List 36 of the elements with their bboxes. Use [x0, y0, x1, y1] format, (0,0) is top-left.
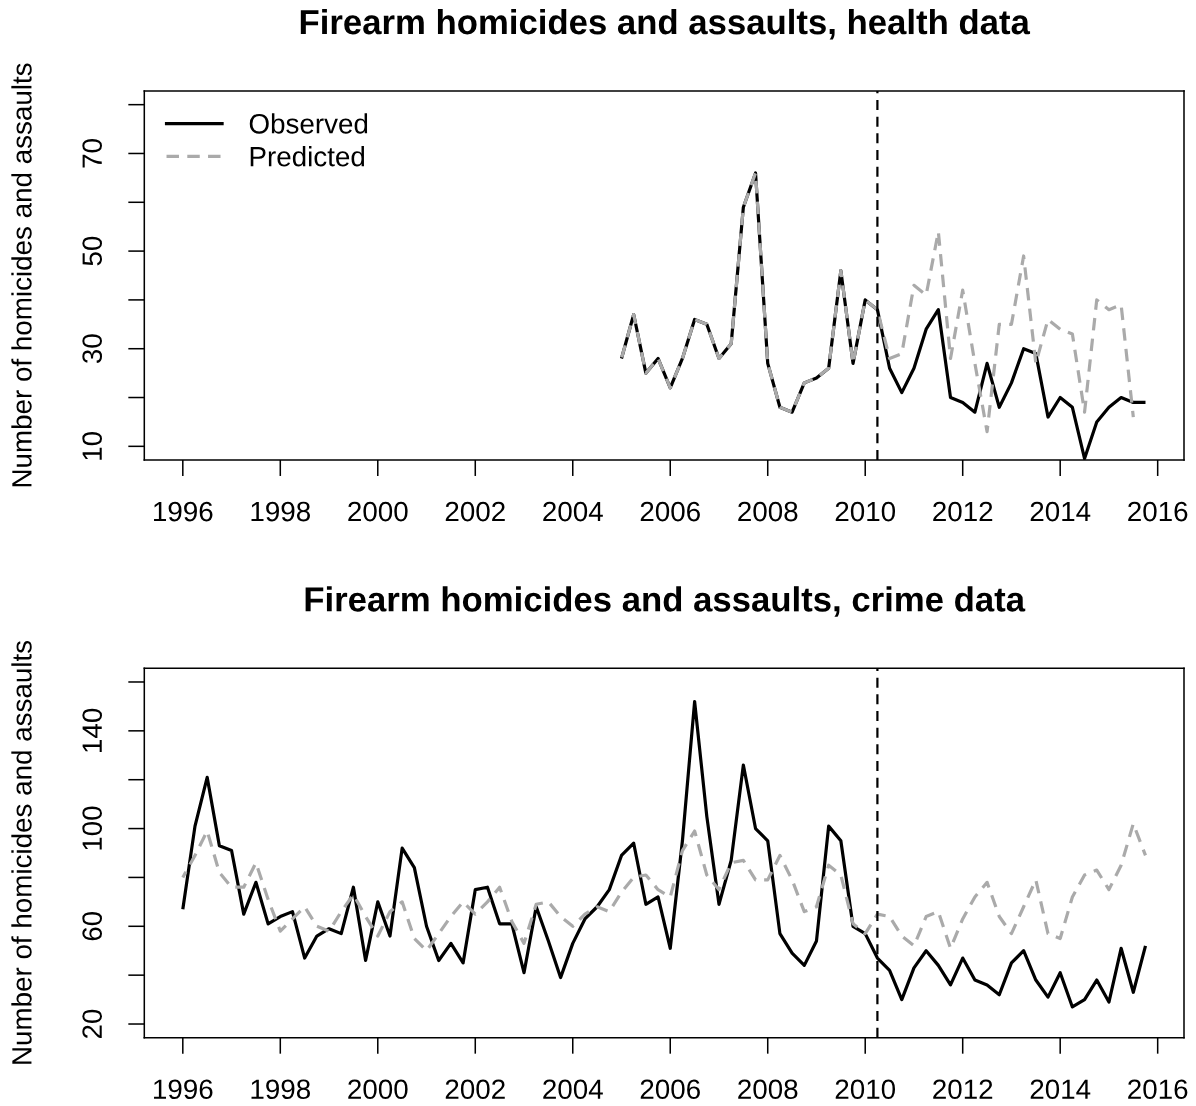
y-tick-label: 20 — [82, 1009, 102, 1039]
y-tick-label: 100 — [82, 806, 102, 850]
x-tick-label: 2006 — [640, 1079, 700, 1100]
y-axis-title: Number of homicides and assaults — [11, 63, 32, 487]
legend-label: Observed — [249, 113, 368, 134]
x-tick-label: 2000 — [348, 1079, 408, 1100]
x-tick-label: 2014 — [1030, 1079, 1091, 1100]
y-axis-title: Number of homicides and assaults — [11, 640, 32, 1064]
x-tick-label: 1998 — [251, 1079, 310, 1100]
x-tick-label: 2010 — [835, 501, 896, 522]
y-tick-label: 50 — [82, 236, 102, 266]
x-tick-label: 1996 — [154, 1079, 213, 1100]
x-tick-label: 2012 — [933, 1079, 993, 1100]
chart-title: Firearm homicides and assaults, health data — [300, 8, 1031, 40]
x-tick-label: 2012 — [933, 501, 993, 522]
x-tick-label: 2010 — [835, 1079, 896, 1100]
x-tick-label: 1996 — [154, 501, 213, 522]
y-tick-label: 60 — [82, 911, 102, 941]
legend-label: Predicted — [250, 146, 365, 167]
x-tick-label: 2004 — [543, 501, 603, 522]
x-tick-label: 2008 — [738, 1079, 798, 1100]
x-tick-label: 2016 — [1128, 501, 1188, 522]
x-tick-label: 1998 — [251, 501, 310, 522]
x-tick-label: 2006 — [640, 501, 700, 522]
x-tick-label: 2004 — [543, 1079, 603, 1100]
y-tick-label: 30 — [82, 334, 102, 364]
y-tick-label: 70 — [82, 139, 102, 168]
x-tick-label: 2008 — [738, 501, 798, 522]
x-tick-label: 2002 — [445, 501, 505, 522]
x-tick-label: 2014 — [1030, 501, 1091, 522]
x-tick-label: 2002 — [445, 1079, 505, 1100]
x-tick-label: 2016 — [1128, 1079, 1188, 1100]
x-tick-label: 2000 — [348, 501, 408, 522]
y-tick-label: 10 — [82, 431, 102, 460]
chart-title: Firearm homicides and assaults, crime data — [305, 586, 1026, 617]
y-tick-label: 140 — [82, 708, 102, 752]
